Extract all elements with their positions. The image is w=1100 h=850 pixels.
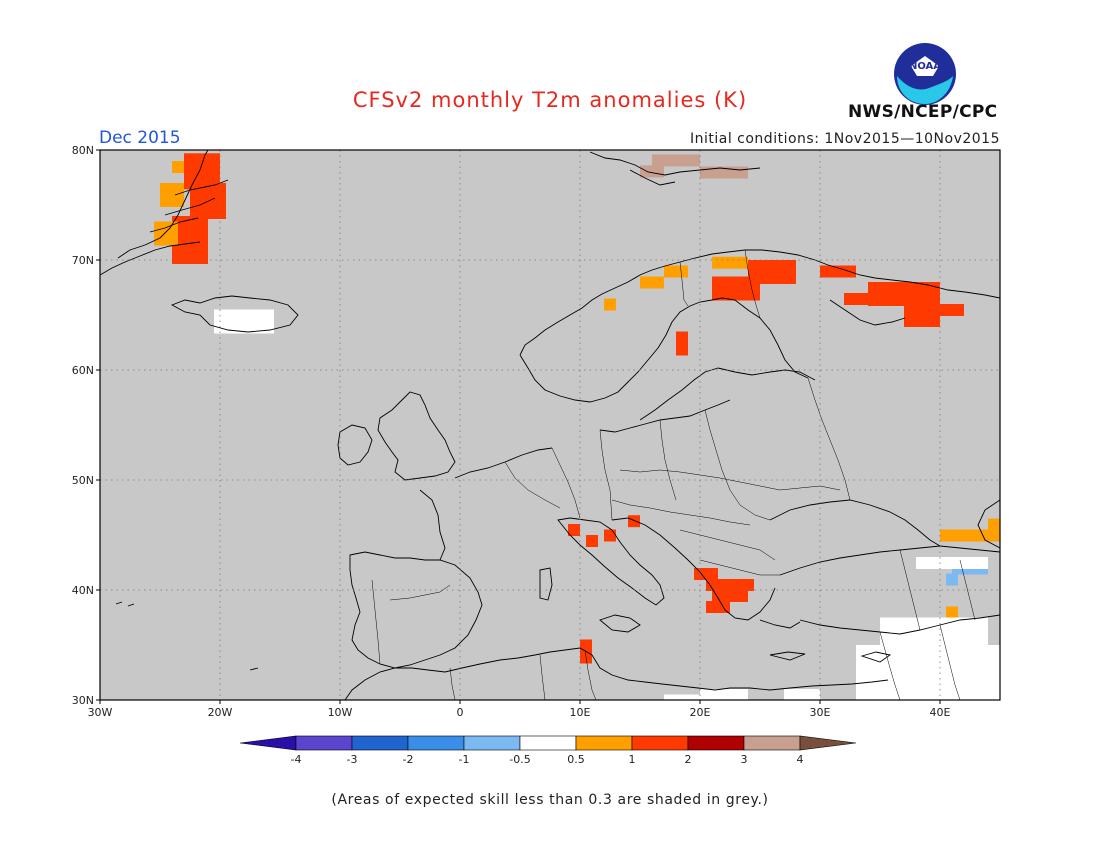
anomaly-cell: [904, 315, 940, 327]
colorbar-label: 1: [629, 753, 636, 766]
colorbar-segment: [351, 735, 409, 751]
lon-tick-label: 10W: [328, 706, 353, 719]
anomaly-cell: [676, 331, 688, 356]
colorbar-segment: [631, 735, 689, 751]
colorbar-label: 4: [797, 753, 804, 766]
anomaly-cell: [856, 645, 1000, 700]
noaa-logo-icon: NOAA: [894, 43, 956, 105]
colorbar-label: -1: [459, 753, 470, 766]
anomaly-cell: [160, 183, 184, 207]
anomaly-cell: [736, 579, 748, 591]
anomaly-cell: [628, 515, 640, 528]
svg-text:NOAA: NOAA: [909, 61, 941, 72]
anomaly-cell: [586, 535, 598, 547]
lat-lon-grid: [100, 150, 1000, 700]
skill-footnote: (Areas of expected skill less than 0.3 a…: [331, 792, 769, 808]
lon-tick-label: 20W: [208, 706, 233, 719]
initial-conditions-label: Initial conditions: 1Nov2015—10Nov2015: [689, 131, 1000, 147]
anomaly-cell: [640, 276, 664, 289]
anomaly-cell: [184, 243, 208, 256]
anomaly-cell: [784, 689, 820, 700]
lat-tick-label: 50N: [72, 474, 94, 487]
coastlines: [100, 150, 1000, 700]
lat-tick-label: 60N: [72, 364, 94, 377]
anomaly-cell: [946, 606, 958, 619]
colorbar-label: -4: [291, 753, 302, 766]
map-frame: [99, 149, 1001, 701]
anomaly-cell: [664, 265, 688, 278]
colorbar-segment: [407, 735, 465, 751]
anomaly-cells: [154, 153, 1000, 700]
anomaly-cell: [820, 265, 856, 278]
anomaly-cell: [640, 165, 664, 178]
colorbar-segment: [295, 735, 353, 751]
colorbar-segment: [575, 735, 633, 751]
anomaly-cell: [700, 689, 748, 700]
figure-title: CFSv2 monthly T2m anomalies (K): [352, 88, 748, 112]
colorbar: -4 -3 -2 -1 -0.5 0.5 1 2 3 4: [239, 735, 857, 766]
lon-tick-label: 10E: [570, 706, 591, 719]
anomaly-cell: [652, 154, 700, 167]
country-borders: [371, 249, 976, 700]
colorbar-arrow-high: [799, 735, 857, 751]
anomaly-cell: [712, 276, 760, 301]
anomaly-cell: [946, 573, 958, 586]
anomaly-cell: [694, 568, 718, 580]
anomaly-cell: [664, 694, 700, 700]
agency-label: NWS/NCEP/CPC: [848, 102, 998, 122]
anomaly-cell: [604, 529, 616, 542]
colorbar-segment: [463, 735, 521, 751]
colorbar-segment: [519, 735, 577, 751]
anomaly-cell: [844, 293, 880, 305]
anomaly-cell: [154, 221, 178, 246]
colorbar-label: -2: [403, 753, 414, 766]
lon-tick-label: 40E: [930, 706, 951, 719]
lon-tick-label: 30E: [810, 706, 831, 719]
colorbar-label: 0.5: [567, 753, 585, 766]
lat-tick-label: 70N: [72, 254, 94, 267]
map-background: [100, 150, 1000, 700]
lat-tick-label: 30N: [72, 694, 94, 707]
colorbar-segment: [743, 735, 801, 751]
colorbar-label: -0.5: [509, 753, 530, 766]
colorbar-segment: [687, 735, 745, 751]
anomaly-cell: [712, 256, 748, 269]
anomaly-cell: [916, 557, 988, 569]
lat-tick-label: 40N: [72, 584, 94, 597]
anomaly-cell: [706, 601, 730, 613]
anomaly-cell: [904, 304, 964, 316]
anomaly-cell: [214, 309, 274, 334]
anomaly-cell: [568, 524, 580, 536]
lon-tick-label: 30W: [88, 706, 113, 719]
lat-tick-label: 80N: [72, 144, 94, 157]
map-content: [100, 150, 1000, 700]
lon-tick-label: 0: [457, 706, 464, 719]
colorbar-label: 3: [741, 753, 748, 766]
forecast-month-label: Dec 2015: [99, 128, 181, 148]
latitude-axis: 30N 40N 50N 60N 70N 80N: [72, 144, 100, 707]
colorbar-label: 2: [685, 753, 692, 766]
anomaly-cell: [172, 161, 184, 173]
anomaly-cell: [940, 529, 1000, 542]
colorbar-arrow-low: [239, 735, 297, 751]
lon-tick-label: 20E: [690, 706, 711, 719]
anomaly-cell: [712, 590, 748, 602]
longitude-axis: 30W 20W 10W 0 10E 20E 30E 40E: [88, 700, 951, 719]
anomaly-cell: [988, 518, 1000, 531]
colorbar-label: -3: [347, 753, 358, 766]
anomaly-cell: [604, 298, 616, 311]
